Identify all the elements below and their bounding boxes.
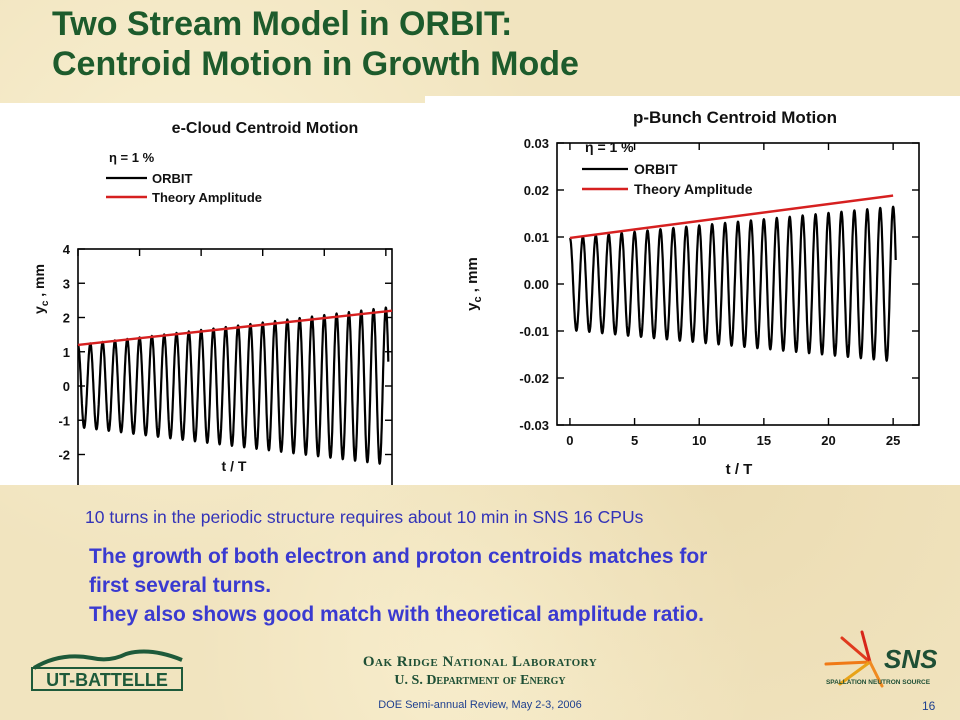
y-tick-label: -3 <box>58 482 70 485</box>
chart-title: p-Bunch Centroid Motion <box>633 108 837 127</box>
y-tick-label: 0 <box>63 379 70 394</box>
lab-name: Oak Ridge National Laboratory <box>362 654 598 670</box>
series-theory-amplitude <box>569 194 894 240</box>
chart-title: e-Cloud Centroid Motion <box>172 120 359 137</box>
ut-battelle-logo-text: UT-BATTELLE <box>46 670 168 690</box>
legend-label-theory: Theory Amplitude <box>152 190 262 205</box>
slide-title: Two Stream Model in ORBIT: Centroid Moti… <box>52 4 579 84</box>
y-tick-label: -1 <box>58 413 70 428</box>
summary-text: The growth of both electron and proton c… <box>89 542 707 629</box>
x-tick-label: 25 <box>886 433 900 448</box>
summary-line-3: They also shows good match with theoreti… <box>89 603 704 626</box>
legend-label-orbit: ORBIT <box>634 161 678 177</box>
x-tick-label: 10 <box>692 433 706 448</box>
legend-annotation: η = 1 % <box>585 139 634 155</box>
y-tick-label: 0.03 <box>524 136 549 151</box>
x-tick-label: 15 <box>757 433 771 448</box>
y-tick-label: 4 <box>63 242 71 257</box>
lab-department: U. S. Department of Energy <box>394 673 566 688</box>
summary-line-2: first several turns. <box>89 574 272 597</box>
y-tick-label: 1 <box>63 345 70 360</box>
ut-battelle-logo: UT-BATTELLE <box>30 648 186 699</box>
ecloud-centroid-chart: e-Cloud Centroid Motion 051015202543210-… <box>31 120 393 546</box>
series-orbit <box>77 306 390 465</box>
lab-info: Oak Ridge National Laboratory U. S. Depa… <box>0 654 960 689</box>
sns-logo: SNS SPALLATION NEUTRON SOURCE <box>812 624 944 699</box>
legend-label-theory: Theory Amplitude <box>634 181 753 197</box>
x-axis-label: t / T <box>222 458 247 474</box>
page-number: 16 <box>922 699 936 713</box>
y-tick-label: 0.01 <box>524 230 549 245</box>
pbunch-centroid-chart: p-Bunch Centroid Motion 0 5 10 15 20 25 0.03 0.… <box>464 108 920 478</box>
sns-logo-text: SNS <box>884 644 938 674</box>
y-tick-label: -0.01 <box>519 324 549 339</box>
y-tick-label: 3 <box>63 276 70 291</box>
y-axis-label: yc , mm <box>464 257 484 311</box>
series-orbit <box>569 205 897 362</box>
sns-logo-subtext: SPALLATION NEUTRON SOURCE <box>826 679 931 686</box>
y-tick-label: -2 <box>58 448 70 463</box>
y-tick-label: -0.02 <box>519 371 549 386</box>
compute-time-note: 10 turns in the periodic structure requi… <box>85 507 644 527</box>
legend-annotation: η = 1 % <box>109 150 155 165</box>
legend: η = 1 % ORBIT Theory Amplitude <box>582 139 753 197</box>
x-tick-label: 0 <box>566 433 573 448</box>
x-axis-label: t / T <box>726 461 753 478</box>
footer-text: DOE Semi-annual Review, May 2-3, 2006 <box>378 699 582 711</box>
y-axis-label: yc , mm <box>31 264 51 314</box>
y-tick-label: 0.00 <box>524 277 549 292</box>
legend: η = 1 % ORBIT Theory Amplitude <box>106 150 262 205</box>
y-tick-label: 0.02 <box>524 183 549 198</box>
summary-line-1: The growth of both electron and proton c… <box>89 545 708 568</box>
y-tick-label: -0.03 <box>519 418 549 433</box>
pbunch-chart-panel: p-Bunch Centroid Motion 0 5 10 15 20 25 0.03 0.… <box>425 96 960 485</box>
slide-title-line-1: Two Stream Model in ORBIT: <box>52 5 513 43</box>
legend-label-orbit: ORBIT <box>152 171 193 186</box>
slide-title-line-2: Centroid Motion in Growth Mode <box>52 45 579 83</box>
series-theory-amplitude <box>77 309 393 347</box>
y-tick-label: 2 <box>63 311 70 326</box>
x-tick-label: 20 <box>821 433 835 448</box>
x-tick-label: 5 <box>631 433 638 448</box>
ecloud-chart-panel: e-Cloud Centroid Motion 051015202543210-… <box>0 103 425 546</box>
